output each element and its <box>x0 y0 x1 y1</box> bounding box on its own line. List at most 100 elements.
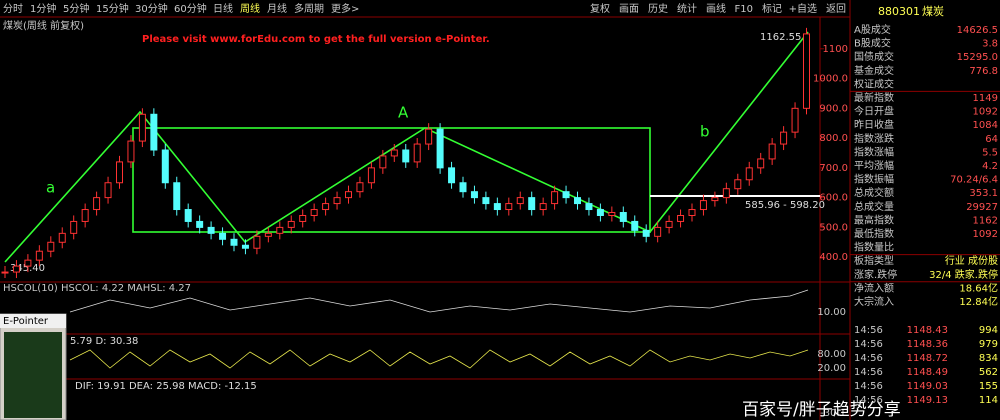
candle <box>322 203 330 211</box>
toolbar-button[interactable]: 画面 <box>619 4 639 15</box>
candle <box>745 167 753 181</box>
y-tick-label: 1000.0 <box>813 74 848 85</box>
toolbar-tab[interactable]: 更多> <box>331 2 359 15</box>
quote-value: 32/4 跌家.跌停 <box>929 268 998 281</box>
quote-label: 总成交额 <box>854 186 894 199</box>
toolbar-button[interactable]: 返回 <box>826 3 846 15</box>
indicator-tick: 20.00 <box>817 363 846 374</box>
candle <box>402 149 410 163</box>
quote-value: 29927 <box>966 202 998 213</box>
candle <box>516 197 524 205</box>
candle <box>24 259 32 267</box>
toolbar-button[interactable]: 复权 <box>590 2 610 15</box>
trade-volume: 994 <box>979 325 998 336</box>
watermark: Please visit www.forEdu.com to get the f… <box>142 34 490 45</box>
toolbar-tab[interactable]: 60分钟 <box>174 2 207 15</box>
range-label: 585.96 - 598.20 <box>745 200 825 211</box>
quote-value: 1149 <box>973 93 998 104</box>
candle <box>585 203 593 211</box>
quote-label: 最高指数 <box>854 213 894 226</box>
quote-label: B股成交 <box>854 37 891 50</box>
toolbar-button[interactable]: 历史 <box>648 3 668 15</box>
candle <box>35 250 43 261</box>
quote-label: 指数涨幅 <box>854 145 894 158</box>
candle <box>104 182 112 199</box>
quote-label: 指数涨跌 <box>854 132 894 145</box>
indicator-line <box>69 289 809 313</box>
toolbar-tab[interactable]: 日线 <box>213 2 233 15</box>
quote-value: 1162 <box>973 215 998 226</box>
candle <box>276 226 284 234</box>
quote-value: 15295.0 <box>957 52 998 63</box>
candle <box>665 220 673 228</box>
quote-value: 1092 <box>973 229 998 240</box>
toolbar-tab[interactable]: 15分钟 <box>96 2 129 15</box>
candle <box>528 197 536 211</box>
chart-title: 煤炭(周线 前复权) <box>3 19 84 32</box>
candle <box>367 167 375 184</box>
toolbar-button[interactable]: +自选 <box>789 2 817 15</box>
candle <box>196 220 204 228</box>
candle <box>574 197 581 205</box>
candle <box>493 203 501 211</box>
toolbar-tab[interactable]: 5分钟 <box>63 2 89 15</box>
candle <box>81 209 89 222</box>
palette-title: E-Pointer <box>3 316 49 327</box>
toolbar-tab[interactable]: 月线 <box>267 2 287 15</box>
candle <box>551 191 559 205</box>
candle <box>299 214 307 222</box>
indicator-tick: -30.1 <box>820 408 846 419</box>
candle <box>333 197 341 205</box>
candle <box>47 241 55 252</box>
quote-label: A股成交 <box>854 23 891 36</box>
candle <box>241 244 249 249</box>
candle <box>138 113 146 142</box>
quote-label: 平均涨幅 <box>854 159 894 172</box>
quote-label: 最新指数 <box>854 91 894 104</box>
footer-watermark: 百家号/胖子趋势分享 <box>742 400 901 420</box>
quote-value: 1084 <box>973 120 998 131</box>
candle <box>425 128 433 145</box>
candle <box>356 182 364 193</box>
candle <box>688 209 696 216</box>
candle <box>184 209 192 222</box>
quote-value: 1092 <box>973 107 998 118</box>
candle <box>562 191 570 199</box>
toolbar-button[interactable]: 标记 <box>762 3 782 15</box>
candle <box>448 167 456 184</box>
candle <box>150 113 158 151</box>
candle <box>70 220 78 234</box>
quote-label: 基金成交 <box>854 64 894 77</box>
candle <box>459 182 467 193</box>
candle <box>379 155 387 169</box>
trade-price: 1149.03 <box>907 381 948 392</box>
y-tick-label: 800.0 <box>819 133 848 144</box>
quote-value: 12.84亿 <box>959 295 998 308</box>
quote-name: 煤炭 <box>922 5 944 18</box>
trade-time: 14:56 <box>854 395 883 406</box>
candle <box>677 214 685 222</box>
quote-value: 353.1 <box>969 188 998 199</box>
candle <box>230 238 238 246</box>
toolbar-button[interactable]: F10 <box>735 4 753 15</box>
toolbar-button[interactable]: 画线 <box>706 2 726 15</box>
toolbar-tab[interactable]: 多周期 <box>294 2 324 15</box>
trade-volume: 114 <box>979 395 998 406</box>
candle <box>642 229 650 237</box>
toolbar-tab[interactable]: 30分钟 <box>135 2 168 15</box>
toolbar-button[interactable]: 统计 <box>677 2 697 15</box>
palette-tools[interactable] <box>4 332 62 418</box>
quote-label: 总成交量 <box>854 200 894 213</box>
quote-value: 14626.5 <box>957 25 998 36</box>
candle <box>699 200 707 211</box>
trade-price: 1148.43 <box>907 325 948 336</box>
candle <box>768 143 776 160</box>
toolbar-tab[interactable]: 分时 <box>3 3 23 15</box>
toolbar-tab[interactable]: 周线 <box>240 2 260 15</box>
toolbar-tab[interactable]: 1分钟 <box>30 2 56 15</box>
candle <box>310 209 318 216</box>
trade-time: 14:56 <box>854 381 883 392</box>
trade-volume: 562 <box>979 367 998 378</box>
candle <box>173 182 181 211</box>
y-tick-label: 900.0 <box>819 103 848 114</box>
